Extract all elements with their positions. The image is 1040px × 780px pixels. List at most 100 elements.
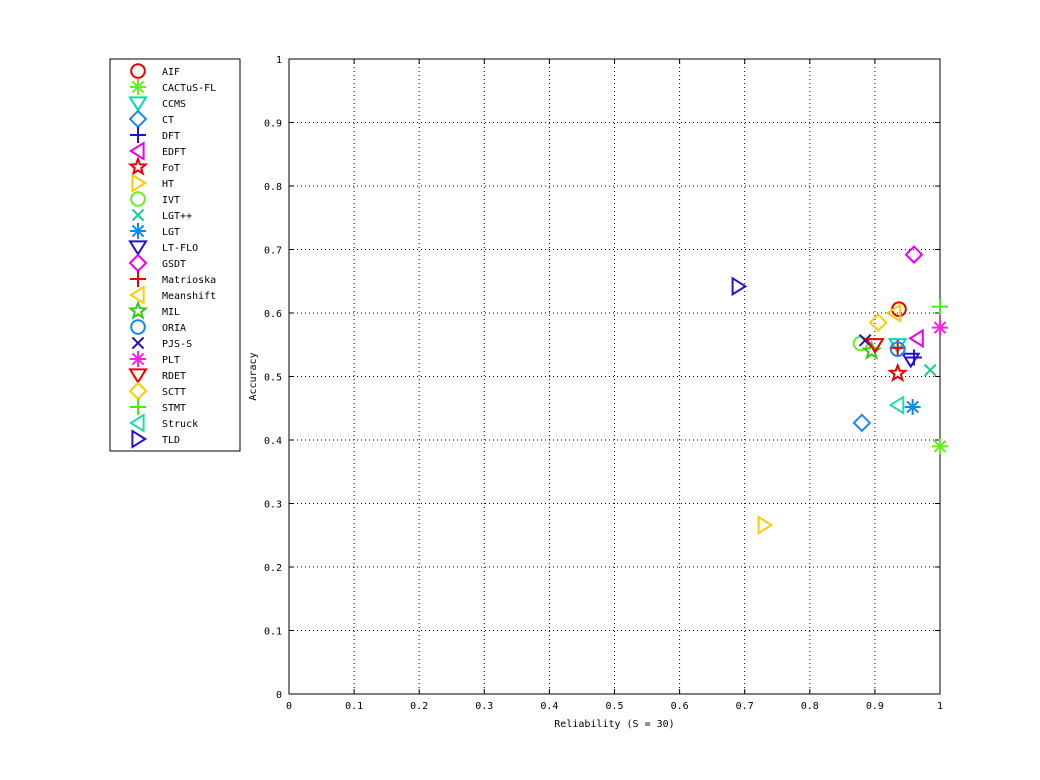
x-tick-label: 0.1	[345, 701, 363, 712]
legend-item-rdet: RDET	[128, 368, 186, 385]
x-tick-label: 0.5	[605, 701, 623, 712]
x-axis-label: Reliability (S = 30)	[554, 719, 674, 730]
legend-marker-ivt	[130, 191, 146, 207]
legend-item-tld: TLD	[131, 429, 180, 449]
x-tick-label: 0.6	[671, 701, 689, 712]
legend-marker-ht	[131, 173, 148, 193]
data-point-meanshift	[885, 303, 902, 323]
legend: AIF CACTuS-FL CCMS CT DFT EDFT FoT HT IVT LGT++ LG…	[109, 58, 241, 452]
y-tick-label: 0.5	[264, 373, 282, 384]
legend-item-fot: FoT	[127, 156, 180, 176]
legend-label-oria: ORIA	[162, 323, 186, 334]
legend-label-tld: TLD	[162, 435, 180, 446]
legend-label-sctt: SCTT	[162, 387, 186, 398]
legend-label-aif: AIF	[162, 67, 180, 78]
legend-label-rdet: RDET	[162, 371, 186, 382]
data-point-ht	[757, 515, 774, 535]
legend-item-lt-flo: LT-FLO	[128, 240, 198, 257]
legend-marker-fot	[127, 156, 149, 176]
legend-label-meanshift: Meanshift	[162, 291, 216, 302]
legend-label-lt-flo: LT-FLO	[162, 243, 198, 254]
data-markers	[731, 245, 948, 535]
x-tick-label: 0.8	[801, 701, 819, 712]
y-axis-label: Accuracy	[248, 352, 259, 400]
legend-marker-cactus-fl	[130, 79, 146, 95]
legend-item-mil: MIL	[127, 300, 180, 320]
legend-item-edft: EDFT	[128, 141, 186, 161]
legend-label-matrioska: Matrioska	[162, 275, 216, 286]
legend-label-pjs-s: PJS-S	[162, 339, 192, 350]
legend-marker-oria	[130, 319, 146, 335]
data-point-tld	[731, 276, 748, 297]
legend-item-meanshift: Meanshift	[128, 285, 216, 305]
legend-box	[109, 58, 241, 452]
data-point-plt	[932, 319, 948, 336]
data-point-lgt-	[923, 363, 937, 377]
y-tick-label: 0.4	[264, 436, 282, 447]
data-point-gsdt	[904, 245, 924, 264]
y-tick-label: 0.3	[264, 500, 282, 511]
legend-item-plt: PLT	[130, 351, 180, 367]
y-tick-label: 0	[276, 690, 282, 701]
legend-marker-tld	[131, 429, 148, 449]
data-point-cactus-fl	[932, 438, 948, 455]
legend-item-matrioska: Matrioska	[130, 271, 216, 287]
legend-marker-lgt	[130, 223, 146, 239]
y-tick-label: 0.9	[264, 119, 282, 130]
y-tick-label: 0.1	[264, 627, 282, 638]
legend-label-lgt: LGT	[162, 227, 180, 238]
data-point-edft	[908, 328, 924, 349]
legend-label-lgt-: LGT++	[162, 211, 192, 222]
legend-item-lgt-: LGT++	[131, 208, 192, 222]
legend-label-mil: MIL	[162, 307, 180, 318]
legend-item-stmt: STMT	[130, 399, 186, 415]
data-point-lgt	[904, 398, 921, 415]
legend-label-ccms: CCMS	[162, 99, 186, 110]
legend-item-oria: ORIA	[130, 319, 186, 335]
legend-label-cactus-fl: CACTuS-FL	[162, 83, 216, 94]
plot-area-frame	[288, 58, 941, 695]
y-tick-label: 0.2	[264, 563, 282, 574]
x-tick-label: 0.7	[736, 701, 754, 712]
x-tick-label: 0.9	[866, 701, 884, 712]
data-point-oria	[889, 341, 906, 357]
x-tick-label: 0.2	[410, 701, 428, 712]
axis-ticks: 0 0.1 0.2 0.3 0.4 0.5 0.6 0.7 0.8 0.9 1 0 0.1 0.2 0.3 0…	[264, 55, 943, 712]
data-point-rdet	[865, 338, 885, 354]
legend-marker-dft	[130, 127, 146, 143]
y-tick-label: 0.8	[264, 182, 282, 193]
y-tick-label: 1	[276, 55, 282, 66]
legend-item-ccms: CCMS	[128, 96, 186, 113]
legend-marker-plt	[130, 351, 146, 367]
data-point-stmt	[932, 298, 948, 315]
legend-item-lgt: LGT	[130, 223, 180, 239]
legend-label-ivt: IVT	[162, 195, 180, 206]
data-point-ccms	[887, 338, 908, 354]
legend-label-struck: Struck	[162, 419, 198, 430]
legend-item-cactus-fl: CACTuS-FL	[130, 79, 216, 95]
legend-label-fot: FoT	[162, 163, 180, 174]
legend-item-ivt: IVT	[130, 191, 180, 207]
legend-label-stmt: STMT	[162, 403, 186, 414]
grid-lines	[289, 59, 940, 694]
legend-label-dft: DFT	[162, 131, 180, 142]
legend-label-edft: EDFT	[162, 147, 186, 158]
legend-marker-pjs-s	[131, 336, 145, 350]
data-point-ct	[852, 413, 872, 433]
legend-marker-matrioska	[130, 271, 146, 287]
legend-marker-ccms	[128, 96, 148, 113]
legend-marker-lgt-	[131, 208, 145, 222]
legend-item-struck: Struck	[128, 413, 198, 433]
x-tick-label: 0.3	[475, 701, 493, 712]
legend-label-plt: PLT	[162, 355, 180, 366]
legend-marker-stmt	[130, 399, 146, 415]
x-tick-label: 0	[286, 701, 292, 712]
x-tick-label: 0.4	[540, 701, 558, 712]
legend-marker-aif	[130, 63, 146, 79]
legend-label-gsdt: GSDT	[162, 259, 186, 270]
data-point-fot	[887, 362, 909, 383]
legend-label-ht: HT	[162, 179, 174, 190]
legend-label-ct: CT	[162, 115, 174, 126]
legend-marker-lt-flo	[128, 240, 148, 257]
